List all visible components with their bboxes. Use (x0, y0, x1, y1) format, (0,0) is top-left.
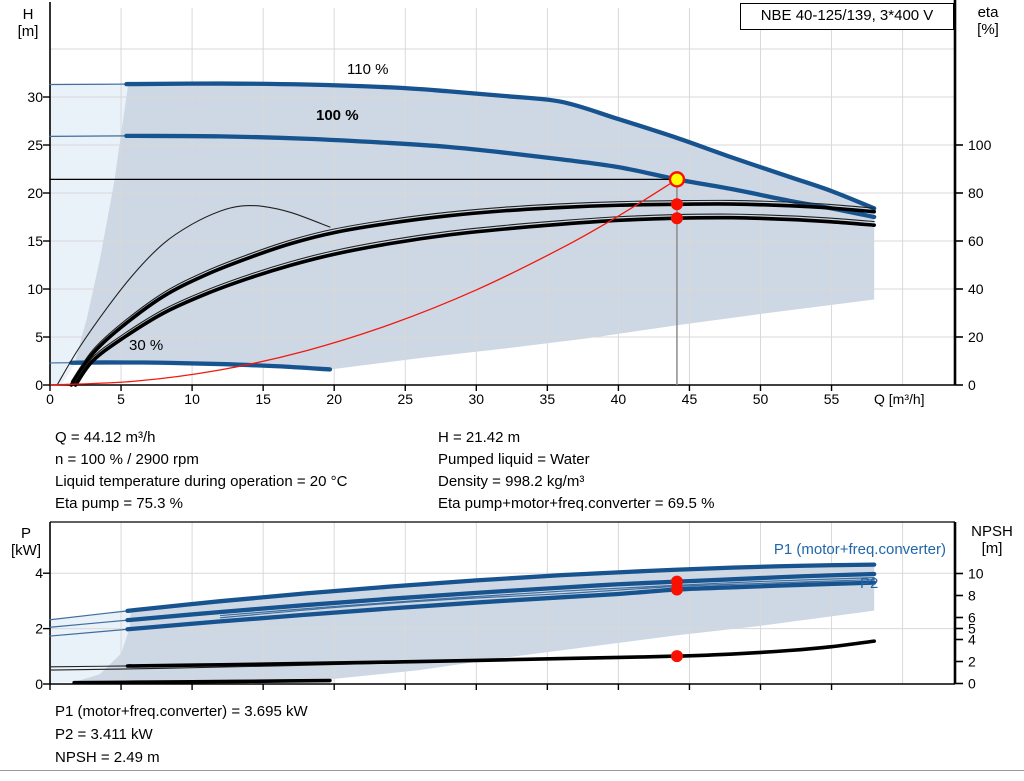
power-npsh-tick-label-right: 4 (968, 632, 976, 648)
qh-tick-label-left: 25 (27, 137, 43, 153)
qh-tick-label-x: 55 (824, 391, 840, 407)
result-npsh: NPSH = 2.49 m (55, 749, 160, 766)
qh-tick-label-x: 50 (753, 391, 769, 407)
eta-pump-marker (670, 198, 683, 211)
op-eta-total: Eta pump+motor+freq.converter = 69.5 % (438, 495, 715, 512)
op-speed: n = 100 % / 2900 rpm (55, 451, 199, 468)
series-p2-tolerance-thin (219, 578, 875, 619)
result-p2: P2 = 3.411 kW (55, 726, 153, 743)
qh-tick-label-x: 10 (184, 391, 200, 407)
curve-label-110pct: 110 % (347, 61, 389, 78)
series-speed-30-thick (69, 360, 333, 372)
curve-label-p1: P1 (motor+freq.converter) (773, 541, 946, 558)
series-p1-tolerance-thin (219, 577, 875, 617)
series-eta-pump-thin (70, 199, 875, 382)
qh-tick-label-x: 15 (255, 391, 271, 407)
series-p1-100-thick (125, 571, 877, 623)
op-head: H = 21.42 m (438, 429, 521, 446)
qh-tick-label-right: 100 (968, 137, 992, 153)
qh-tick-label-left: 30 (27, 89, 43, 105)
qh-tick-label-x: 45 (682, 391, 698, 407)
power-npsh-tick-label-right: 5 (968, 621, 976, 637)
op-density: Density = 998.2 kg/m³ (438, 473, 585, 490)
power-npsh-tick-label-left: 4 (35, 565, 43, 581)
page-divider (0, 770, 1024, 771)
power-npsh-tick-label-right: 0 (968, 676, 976, 692)
qh-tick-label-right: 20 (968, 329, 984, 345)
qh-tick-label-x: 0 (46, 391, 54, 407)
op-flow: Q = 44.12 m³/h (55, 429, 156, 446)
envelope-band (74, 83, 875, 370)
qh-tick-label-left: 10 (27, 281, 43, 297)
power-npsh-tick-label-right: 8 (968, 588, 976, 604)
power-npsh-tick-label-right: 2 (968, 654, 976, 670)
eta-axis-unit: eta [%] (977, 4, 999, 38)
qh-tick-label-right: 40 (968, 281, 984, 297)
qh-tick-label-right: 0 (968, 377, 976, 393)
power-npsh-tick-label-right: 6 (968, 610, 976, 626)
npsh-marker (670, 650, 683, 663)
series-npsh-30-thick (72, 678, 332, 685)
series-p1-110-thick (125, 562, 877, 614)
qh-tick-label-x: 5 (117, 391, 125, 407)
qh-tick-label-right: 80 (968, 185, 984, 201)
result-p1: P1 (motor+freq.converter) = 3.695 kW (55, 703, 308, 720)
series-speed-100-thick (124, 133, 877, 220)
envelope-light (50, 84, 129, 386)
duty-point-marker (668, 171, 686, 188)
qh-tick-label-left: 20 (27, 185, 43, 201)
curve-label-30pct: 30 % (129, 337, 164, 354)
qh-tick-label-x: 25 (397, 391, 413, 407)
series-eta-part-load-thin (56, 204, 331, 386)
pump-type-title: NBE 40-125/139, 3*400 V (740, 3, 954, 30)
series-system-curve-red (49, 178, 678, 386)
eta-total-marker (670, 212, 683, 225)
h-axis-unit: H [m] (17, 6, 39, 40)
op-eta-pump: Eta pump = 75.3 % (55, 495, 183, 512)
curve-label-p2: P2 (860, 575, 879, 592)
series-npsh-thick (125, 639, 876, 668)
qh-tick-label-left: 0 (35, 377, 43, 393)
qh-tick-label-x: 20 (326, 391, 342, 407)
op-temperature: Liquid temperature during operation = 20… (55, 473, 348, 490)
curve-label-100pct: 100 % (316, 107, 359, 124)
power-npsh-tick-label-right: 10 (968, 566, 984, 582)
series-eta-total-thin (75, 213, 875, 382)
series-eta-pump-thick (69, 202, 876, 387)
qh-tick-label-left: 15 (27, 233, 43, 249)
series-eta-total-thick (73, 215, 876, 387)
series-p2-thick (125, 580, 877, 632)
p-axis-unit: P [kW] (11, 525, 41, 559)
qh-tick-label-right: 60 (968, 233, 984, 249)
qh-tick-label-x: 35 (540, 391, 556, 407)
npsh-axis-unit: NPSH [m] (971, 523, 1013, 557)
power-band-light (50, 609, 131, 683)
op-liquid: Pumped liquid = Water (438, 451, 590, 468)
power-npsh-tick-label-left: 0 (35, 676, 43, 692)
power-npsh-tick-label-left: 2 (35, 621, 43, 637)
series-speed-110-thick (124, 81, 877, 211)
qh-tick-label-x: 30 (469, 391, 485, 407)
qh-tick-label-left: 5 (35, 329, 43, 345)
q-axis-label: Q [m³/h] (874, 391, 925, 407)
p2-marker (670, 583, 683, 596)
qh-tick-label-x: 40 (611, 391, 627, 407)
